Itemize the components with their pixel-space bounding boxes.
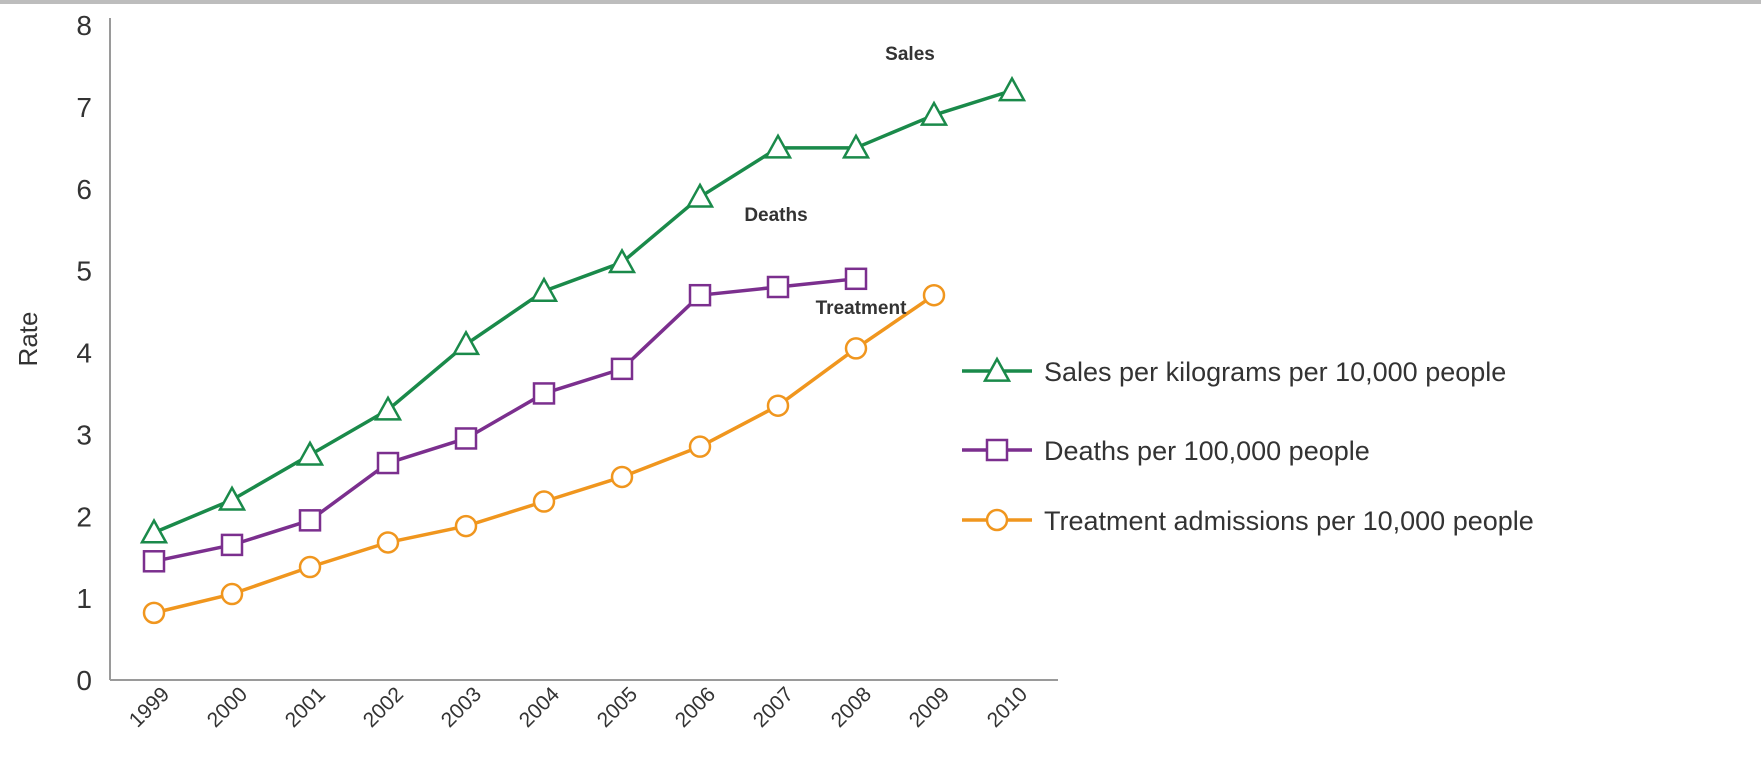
y-tick-label-0: 0 bbox=[76, 665, 92, 696]
legend-entry-sales: Sales per kilograms per 10,000 people bbox=[962, 356, 1506, 387]
data-point-treatment-2001 bbox=[298, 555, 322, 579]
y-tick-label-1: 1 bbox=[76, 583, 92, 614]
data-point-deaths-2007 bbox=[766, 275, 790, 299]
legend-marker-treatment bbox=[985, 508, 1009, 532]
data-point-deaths-2003 bbox=[454, 427, 478, 450]
legend-marker-deaths bbox=[985, 438, 1009, 462]
data-point-sales-2000 bbox=[217, 485, 247, 511]
y-tick-label-8: 8 bbox=[76, 10, 92, 41]
y-axis-label: Rate bbox=[13, 312, 43, 367]
y-tick-label-3: 3 bbox=[76, 419, 92, 450]
x-tick-label-2000: 2000 bbox=[203, 683, 252, 732]
legend-label-sales: Sales per kilograms per 10,000 people bbox=[1044, 357, 1506, 387]
data-point-treatment-2002 bbox=[376, 531, 400, 554]
data-point-treatment-2008 bbox=[844, 337, 868, 360]
x-tick-label-2004: 2004 bbox=[515, 683, 565, 733]
x-tick-label-2003: 2003 bbox=[437, 683, 486, 732]
series-line-sales bbox=[153, 88, 1013, 535]
data-point-deaths-2001 bbox=[298, 509, 322, 532]
data-point-sales-2009 bbox=[919, 100, 949, 126]
legend-label-treatment: Treatment admissions per 10,000 people bbox=[1044, 506, 1534, 536]
data-point-sales-2003 bbox=[451, 329, 481, 356]
data-point-deaths-2004 bbox=[532, 382, 556, 405]
data-point-treatment-2004 bbox=[532, 490, 556, 513]
series-deaths bbox=[142, 267, 868, 573]
y-tick-label-2: 2 bbox=[76, 501, 92, 532]
data-point-treatment-2003 bbox=[454, 514, 478, 538]
data-point-deaths-2006 bbox=[688, 283, 712, 307]
x-tick-label-2006: 2006 bbox=[671, 683, 720, 732]
x-tick-label-2007: 2007 bbox=[749, 683, 798, 732]
data-point-sales-1999 bbox=[139, 518, 169, 544]
x-tick-label-2010: 2010 bbox=[983, 683, 1032, 732]
data-point-sales-2004 bbox=[529, 276, 559, 302]
y-tick-label-5: 5 bbox=[76, 256, 92, 287]
y-tick-labels: 0 1 2 3 4 5 6 7 8 bbox=[76, 10, 92, 696]
y-tick-label-4: 4 bbox=[76, 338, 92, 369]
series-line-treatment bbox=[153, 293, 935, 615]
series-label-deaths: Deaths bbox=[744, 205, 807, 226]
data-point-sales-2001 bbox=[295, 440, 325, 466]
legend-label-deaths: Deaths per 100,000 people bbox=[1044, 436, 1370, 466]
data-point-sales-2010 bbox=[997, 75, 1027, 102]
data-point-treatment-2007 bbox=[766, 394, 790, 417]
series-layer bbox=[139, 75, 1027, 625]
data-point-deaths-2002 bbox=[376, 451, 400, 475]
x-tick-label-1999: 1999 bbox=[125, 683, 174, 732]
data-point-treatment-2009 bbox=[922, 283, 946, 307]
axes bbox=[109, 18, 1058, 681]
series-line-deaths bbox=[153, 277, 857, 563]
x-tick-label-2002: 2002 bbox=[359, 683, 408, 732]
series-label-treatment: Treatment bbox=[816, 298, 907, 319]
y-tick-label-7: 7 bbox=[76, 92, 92, 123]
data-point-treatment-2000 bbox=[220, 582, 244, 606]
legend-entry-deaths: Deaths per 100,000 people bbox=[962, 436, 1370, 466]
x-tick-label-2001: 2001 bbox=[281, 683, 330, 732]
data-point-sales-2005 bbox=[607, 247, 637, 274]
legend-entry-treatment: Treatment admissions per 10,000 people bbox=[962, 506, 1534, 536]
x-tick-labels: 1999 2000 2001 2002 2003 2004 2005 2006 2007 2008… bbox=[125, 683, 1032, 733]
data-point-deaths-2000 bbox=[220, 533, 244, 557]
y-tick-label-6: 6 bbox=[76, 174, 92, 205]
data-point-sales-2008 bbox=[841, 133, 871, 159]
series-treatment bbox=[142, 283, 946, 625]
data-point-deaths-1999 bbox=[142, 550, 166, 573]
data-point-sales-2007 bbox=[763, 133, 793, 159]
series-sales bbox=[139, 75, 1027, 544]
data-point-deaths-2008 bbox=[844, 267, 868, 291]
legend: Sales per kilograms per 10,000 people Dea… bbox=[962, 356, 1534, 536]
x-tick-label-2008: 2008 bbox=[827, 683, 876, 732]
data-point-treatment-2006 bbox=[688, 435, 712, 458]
x-tick-label-2009: 2009 bbox=[905, 683, 954, 732]
data-point-deaths-2005 bbox=[610, 357, 634, 381]
data-point-sales-2006 bbox=[685, 182, 715, 208]
series-label-sales: Sales bbox=[885, 44, 935, 65]
x-tick-label-2005: 2005 bbox=[593, 683, 642, 732]
data-point-treatment-2005 bbox=[610, 465, 634, 489]
data-point-treatment-1999 bbox=[142, 601, 166, 625]
series-labels: Sales Deaths Treatment bbox=[744, 44, 935, 319]
top-border bbox=[0, 0, 1761, 4]
data-point-sales-2002 bbox=[373, 395, 403, 421]
legend-marker-sales bbox=[982, 356, 1012, 382]
